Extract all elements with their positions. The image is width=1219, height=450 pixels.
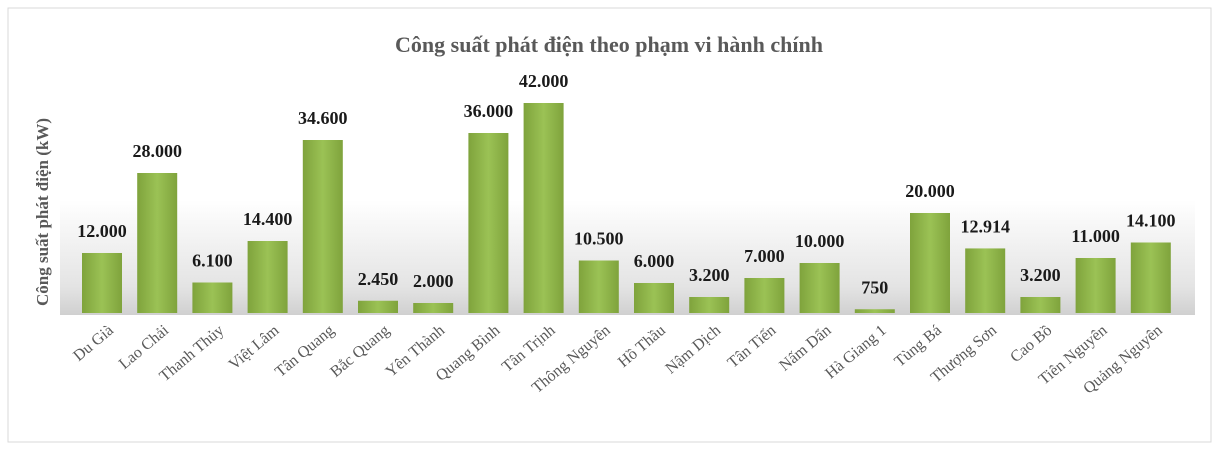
value-label: 3.200: [1020, 265, 1061, 285]
value-label: 750: [861, 277, 888, 297]
value-label: 7.000: [744, 246, 785, 266]
value-label: 28.000: [132, 141, 182, 161]
bar: [413, 303, 454, 313]
bar: [247, 241, 288, 313]
bar: [358, 300, 398, 313]
bar: [578, 260, 619, 313]
bar: [799, 263, 840, 313]
bar: [82, 253, 122, 313]
value-label: 10.000: [795, 231, 845, 251]
bar: [689, 297, 730, 313]
bar: [634, 283, 674, 313]
bar: [910, 213, 950, 313]
bar: [523, 103, 564, 313]
value-label: 14.400: [243, 209, 293, 229]
value-label: 3.200: [689, 265, 730, 285]
bar: [744, 278, 785, 313]
bar: [1075, 258, 1116, 313]
bar: [192, 282, 233, 313]
y-axis-label: Công suất phát điện (kW): [33, 118, 52, 306]
value-label: 12.914: [960, 217, 1010, 237]
value-label: 6.100: [192, 251, 233, 271]
bar: [1130, 242, 1171, 313]
value-label: 34.600: [298, 108, 348, 128]
value-label: 6.000: [634, 251, 675, 271]
bar: [137, 173, 178, 313]
value-label: 36.000: [464, 101, 514, 121]
bar: [1020, 297, 1061, 313]
value-label: 11.000: [1071, 226, 1120, 246]
bar: [468, 133, 509, 313]
value-label: 2.000: [413, 271, 454, 291]
value-label: 12.000: [77, 221, 127, 241]
value-label: 14.100: [1126, 211, 1176, 231]
value-label: 42.000: [519, 71, 569, 91]
chart-title: Công suất phát điện theo phạm vi hành ch…: [395, 32, 823, 57]
value-label: 10.500: [574, 229, 624, 249]
value-label: 20.000: [905, 181, 955, 201]
value-label: 2.450: [358, 269, 399, 289]
bar: [965, 248, 1006, 313]
bar: [854, 309, 895, 313]
bar: [302, 140, 343, 313]
